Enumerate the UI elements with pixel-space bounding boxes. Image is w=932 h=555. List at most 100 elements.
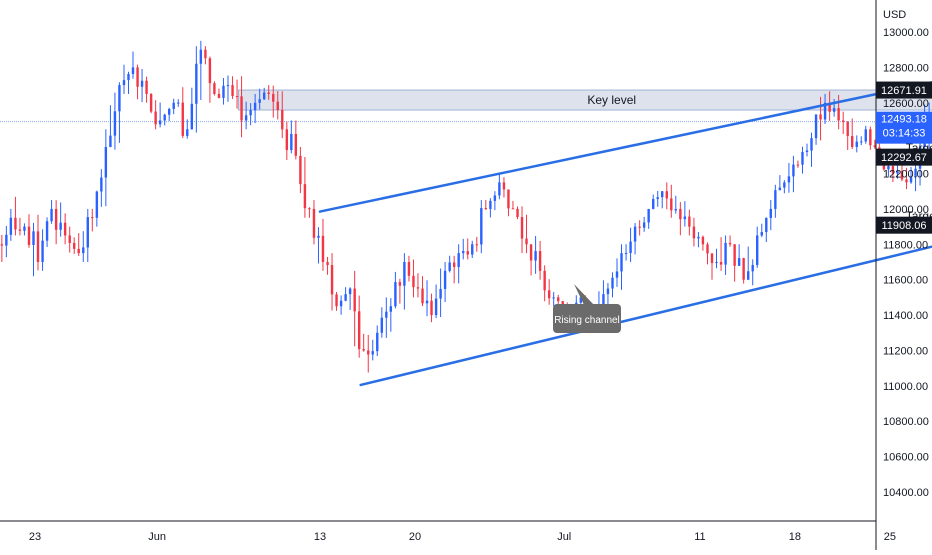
candle-body [145, 80, 148, 94]
candle-body [308, 208, 311, 210]
candle-body [353, 288, 356, 312]
candle-body [407, 262, 411, 276]
y-tick-label: 10600.00 [883, 452, 929, 464]
candle-body [869, 129, 872, 146]
callout-box [553, 304, 621, 333]
candle-body [9, 217, 13, 235]
rising-channel-callout[interactable]: Rising channel [553, 284, 621, 333]
candle-body [82, 247, 85, 254]
candle-body [389, 306, 393, 312]
candle-body [851, 136, 854, 147]
candle-body [403, 262, 406, 286]
candle-body [543, 270, 546, 291]
y-tick-label: 12000.00 [883, 204, 929, 216]
candle-body [683, 216, 687, 220]
candle-body [226, 85, 230, 87]
candle-body [629, 241, 632, 253]
candle-body [665, 191, 668, 199]
candle-body [905, 179, 908, 183]
candle-body [724, 242, 727, 265]
candle-body [186, 129, 189, 136]
candle-body [452, 262, 456, 267]
candle-body [557, 297, 560, 302]
candle-body [100, 177, 103, 192]
candle-body [534, 251, 537, 261]
candle-body [805, 150, 809, 152]
y-tick-label: 10800.00 [883, 416, 929, 428]
candle-body [213, 83, 216, 94]
candle-body [45, 221, 49, 241]
candle-body [18, 229, 22, 231]
candle-body [434, 298, 438, 316]
channel-lower-line[interactable] [359, 224, 932, 387]
candle-body [783, 182, 786, 188]
candle-body [253, 102, 257, 111]
candle-body [104, 147, 108, 178]
candle-body [900, 171, 904, 180]
candle-body [371, 351, 374, 355]
candle-body [109, 135, 112, 147]
candle-body [909, 177, 913, 183]
candle-body [769, 208, 772, 218]
candle-body [14, 217, 17, 230]
candle-body [249, 110, 252, 116]
candle-body [670, 198, 673, 211]
candle-body [489, 200, 492, 209]
candle-body [823, 102, 827, 120]
candle-body [842, 120, 845, 122]
candle-body [602, 294, 605, 304]
candle-body [267, 92, 270, 94]
candle-body [149, 93, 153, 112]
target2-price-text: 11908.06 [881, 220, 926, 232]
candle-body [733, 244, 736, 266]
candle-body [326, 262, 329, 266]
candle-body [692, 226, 696, 239]
candle-body [873, 145, 877, 148]
candle-body [339, 300, 343, 307]
candle-body [41, 240, 44, 262]
x-tick-label: 23 [29, 531, 41, 543]
candle-body [778, 187, 782, 191]
candle-body [855, 141, 858, 147]
candle-body [516, 208, 519, 218]
candle-body [756, 235, 759, 265]
candle-body [63, 222, 67, 236]
key-level-label: Key level [587, 93, 636, 107]
key-level-price-text: 12671.91 [881, 85, 927, 97]
candle-body [529, 244, 533, 261]
candle-body [606, 288, 610, 295]
candle-body [95, 191, 99, 218]
candle-body [140, 80, 144, 87]
candle-body [394, 282, 397, 307]
x-tick-label: 18 [789, 531, 801, 543]
candle-body [23, 226, 26, 231]
y-tick-label: 13000.00 [883, 27, 929, 39]
candle-body [73, 242, 76, 249]
candle-body [421, 288, 424, 304]
candle-body [222, 85, 225, 98]
last-price-text: 12493.18 [881, 114, 927, 126]
y-tick-label: 11800.00 [883, 239, 928, 251]
candle-body [525, 238, 528, 245]
callout-pointer [574, 284, 594, 305]
candle-body [674, 208, 677, 211]
candle-body [385, 311, 388, 318]
countdown-text: 03:14:33 [883, 128, 926, 140]
candle-body [443, 270, 447, 289]
time-axis[interactable]: 23Jun1320Jul111825Aug815 [29, 531, 932, 543]
candle-body [272, 93, 275, 102]
candle-body [285, 129, 289, 151]
candle-body [380, 317, 384, 333]
candle-body [154, 111, 157, 125]
last-price-tag: 12493.18 03:14:33 [876, 111, 932, 144]
candle-body [68, 235, 71, 243]
candle-body [828, 102, 831, 112]
candle-body [317, 235, 320, 238]
candle-body [466, 251, 469, 255]
candle-body [846, 121, 849, 137]
candle-body [36, 231, 40, 262]
candle-body [362, 349, 365, 351]
candle-body [231, 85, 234, 97]
